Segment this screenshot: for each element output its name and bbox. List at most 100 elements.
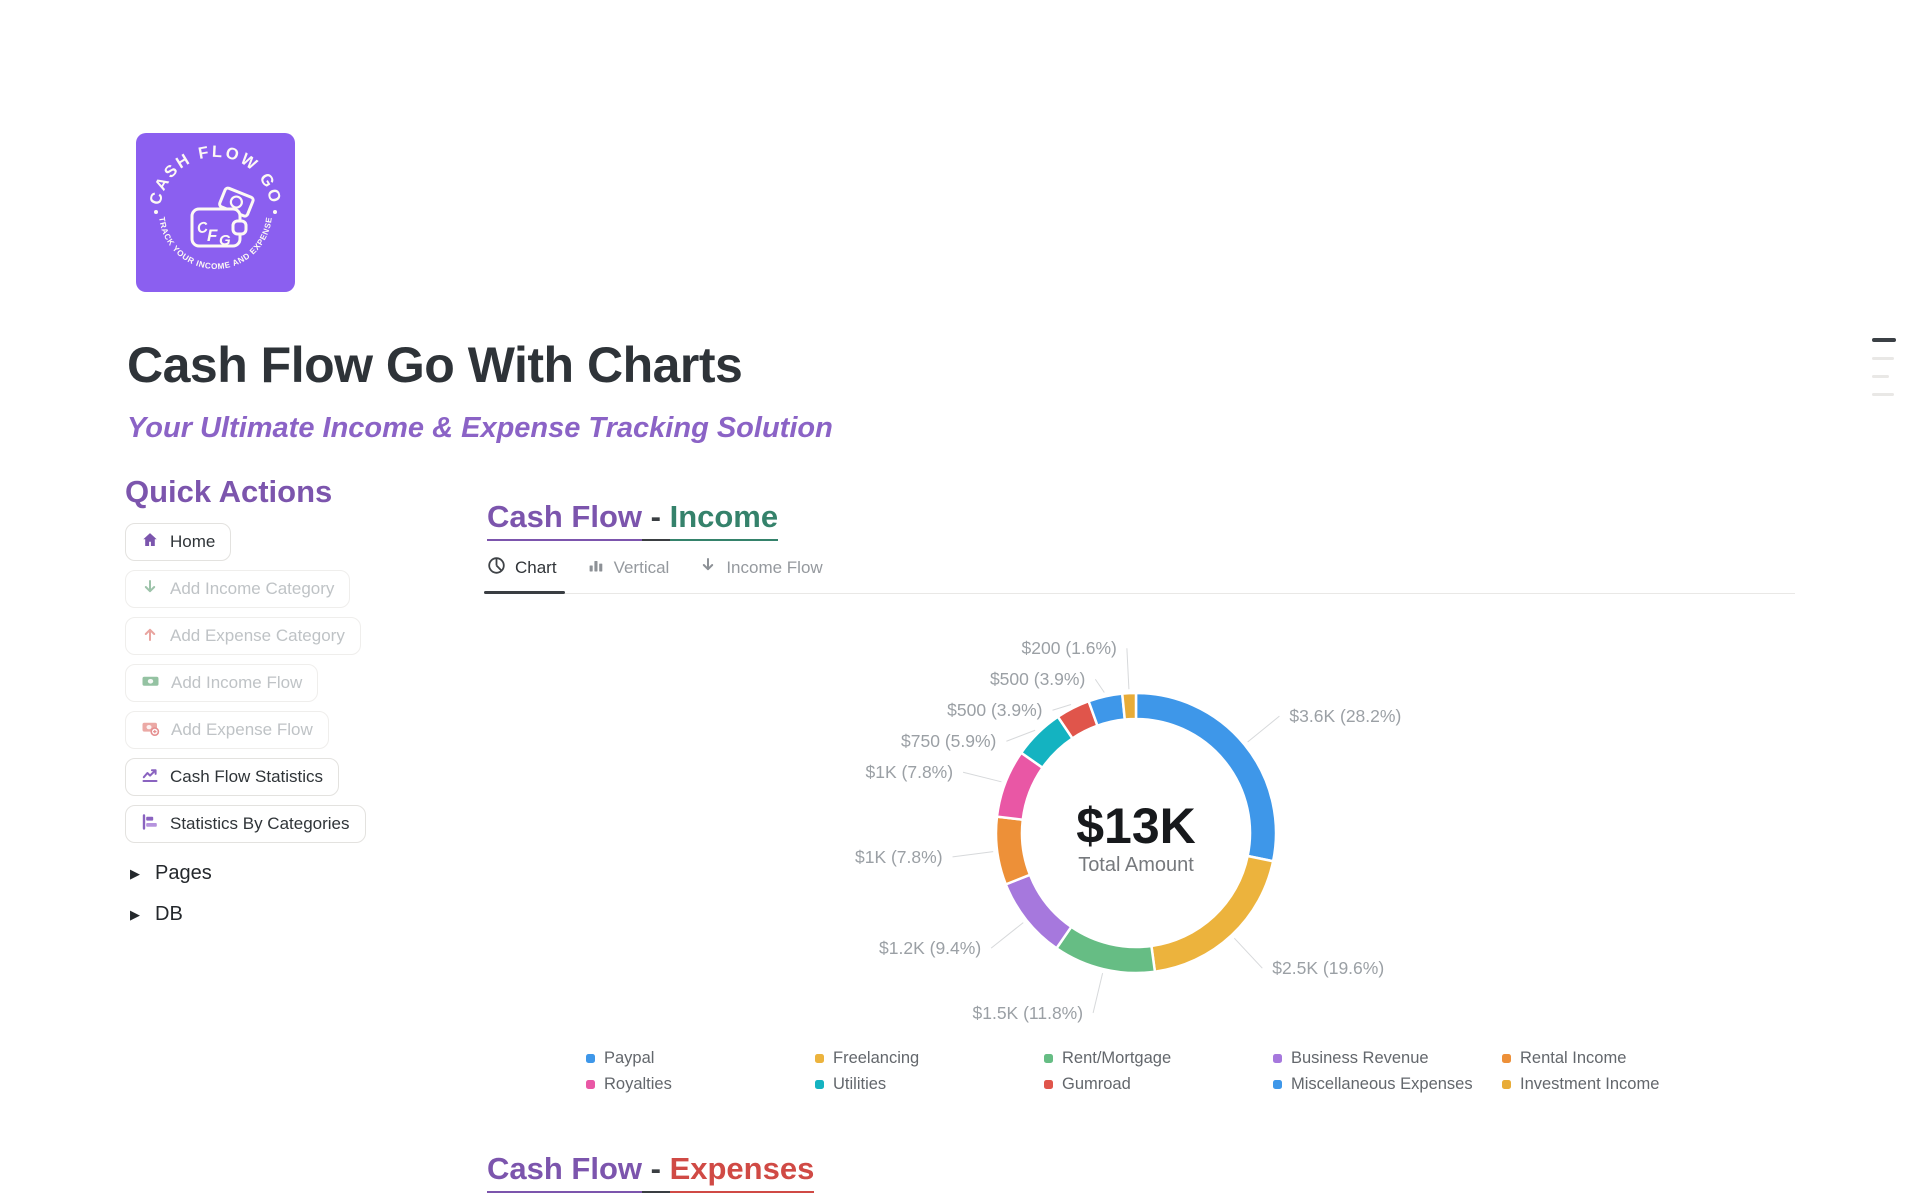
quick-action-label: Cash Flow Statistics — [170, 767, 324, 786]
legend-item-royalties[interactable]: Royalties — [586, 1074, 815, 1095]
toggle-label: Pages — [155, 861, 212, 884]
main-content: Cash Flow - Income Chart Vertical Income F… — [484, 497, 1795, 1193]
legend-label: Rent/Mortgage — [1062, 1048, 1172, 1067]
logo-arc-top-text: CASH FLOW GO — [146, 143, 282, 207]
donut-segment-business-revenue[interactable] — [1004, 873, 1074, 950]
wallet-icon — [190, 186, 255, 248]
quick-action-home-button[interactable]: Home — [125, 523, 232, 561]
page-title: Cash Flow Go With Charts — [127, 337, 743, 393]
legend-color-dot — [1273, 1079, 1282, 1089]
heading-cash-flow-link[interactable]: Cash Flow — [487, 499, 643, 541]
toc-item[interactable] — [1872, 357, 1894, 360]
quick-action-add-income-category-button[interactable]: Add Income Category — [125, 570, 351, 608]
legend-label: Miscellaneous Expenses — [1291, 1074, 1473, 1093]
page-toggles: ▶ Pages ▶ DB — [130, 856, 212, 938]
donut-label-leader-line — [962, 771, 1002, 783]
legend-item-gumroad[interactable]: Gumroad — [1044, 1074, 1273, 1095]
toggle-pages[interactable]: ▶ Pages — [130, 856, 212, 890]
toc-item[interactable] — [1872, 338, 1896, 342]
donut-center-value: $13K — [1076, 798, 1196, 854]
svg-text:C: C — [196, 219, 211, 238]
heading-separator: - — [642, 499, 670, 541]
svg-text:F: F — [207, 226, 218, 245]
toggle-triangle-icon[interactable]: ▶ — [130, 865, 140, 881]
donut-value-label: $1.5K (11.8%) — [973, 1003, 1084, 1023]
quick-action-add-expense-flow-button[interactable]: Add Expense Flow — [125, 711, 329, 749]
legend-item-freelancing[interactable]: Freelancing — [815, 1048, 1044, 1069]
donut-label-leader-line — [1126, 648, 1130, 690]
legend-item-business-revenue[interactable]: Business Revenue — [1273, 1048, 1502, 1069]
donut-label-leader-line — [1233, 937, 1263, 969]
legend-label: Paypal — [604, 1048, 655, 1067]
expenses-section-heading: Cash Flow - Expenses — [487, 1149, 1795, 1193]
heading-expenses-link[interactable]: Expenses — [669, 1150, 815, 1193]
legend-item-rental-income[interactable]: Rental Income — [1502, 1048, 1731, 1069]
svg-text:CASH FLOW GO: CASH FLOW GO — [146, 143, 284, 207]
heading-cash-flow-link[interactable]: Cash Flow — [487, 1150, 643, 1193]
heading-income-link[interactable]: Income — [669, 499, 779, 541]
legend-color-dot — [815, 1079, 824, 1089]
legend-label: Investment Income — [1520, 1074, 1660, 1093]
donut-value-label: $1K (7.8%) — [866, 762, 954, 782]
legend-item-investment-income[interactable]: Investment Income — [1502, 1074, 1731, 1095]
pie-chart-icon — [487, 556, 506, 580]
table-of-contents-indicator[interactable] — [1872, 338, 1896, 411]
legend-label: Royalties — [604, 1074, 672, 1093]
quick-action-label: Add Expense Flow — [171, 720, 313, 739]
quick-action-add-income-flow-button[interactable]: Add Income Flow — [125, 664, 319, 702]
toc-item[interactable] — [1872, 375, 1889, 378]
donut-label-leader-line — [1094, 678, 1105, 693]
quick-action-cash-flow-statistics-button[interactable]: Cash Flow Statistics — [125, 758, 340, 796]
donut-center-label: Total Amount — [1078, 854, 1194, 876]
tab-label: Income Flow — [726, 557, 823, 577]
legend-label: Utilities — [833, 1074, 887, 1093]
arrow-down-icon — [699, 556, 717, 579]
donut-label-leader-line — [1052, 703, 1072, 711]
legend-label: Business Revenue — [1291, 1048, 1429, 1067]
quick-action-label: Add Income Flow — [171, 673, 303, 692]
legend-color-dot — [586, 1053, 595, 1063]
quick-action-label: Home — [170, 532, 216, 551]
donut-segment-investment-income[interactable] — [1120, 691, 1138, 721]
quick-action-add-expense-category-button[interactable]: Add Expense Category — [125, 617, 361, 655]
donut-value-label: $500 (3.9%) — [947, 700, 1042, 720]
legend-item-miscellaneous-expenses[interactable]: Miscellaneous Expenses — [1273, 1074, 1502, 1095]
legend-color-dot — [1044, 1053, 1053, 1063]
toc-item[interactable] — [1872, 393, 1894, 396]
quick-actions-list: Home Add Income Category Add Expense Categ… — [125, 523, 366, 843]
donut-label-leader-line — [990, 922, 1024, 949]
donut-label-leader-line — [1247, 715, 1280, 743]
legend-color-dot — [1502, 1079, 1511, 1089]
donut-value-label: $1.2K (9.4%) — [879, 938, 981, 958]
app-logo: CASH FLOW GO TRACK YOUR INCOME AND EXPEN… — [136, 133, 295, 292]
income-view-tabs: Chart Vertical Income Flow — [484, 547, 1795, 594]
legend-item-rent-mortgage[interactable]: Rent/Mortgage — [1044, 1048, 1273, 1069]
legend-color-dot — [1273, 1053, 1282, 1063]
heading-separator: - — [642, 1150, 670, 1193]
donut-value-label: $3.6K (28.2%) — [1289, 706, 1401, 726]
quick-actions-heading: Quick Actions — [125, 474, 333, 509]
bar-chart-horizontal-icon — [141, 813, 159, 836]
home-icon — [141, 531, 159, 554]
legend-color-dot — [1502, 1053, 1511, 1063]
donut-label-leader-line — [1092, 972, 1104, 1013]
donut-value-label: $2.5K (19.6%) — [1272, 958, 1384, 978]
tab-vertical[interactable]: Vertical — [587, 556, 670, 593]
legend-item-paypal[interactable]: Paypal — [586, 1048, 815, 1069]
donut-label-leader-line — [1006, 729, 1036, 742]
chart-legend: Paypal Freelancing Rent/Mortgage Business R… — [586, 1048, 1795, 1095]
toggle-triangle-icon[interactable]: ▶ — [130, 906, 140, 922]
legend-item-utilities[interactable]: Utilities — [815, 1074, 1044, 1095]
tab-label: Vertical — [613, 557, 670, 577]
cash-flow-go-logo-icon: CASH FLOW GO TRACK YOUR INCOME AND EXPEN… — [146, 143, 284, 271]
banknote-expense-icon — [141, 719, 160, 742]
tab-income-flow[interactable]: Income Flow — [699, 556, 823, 593]
donut-segment-rent-mortgage[interactable] — [1054, 925, 1157, 975]
tab-chart[interactable]: Chart — [484, 556, 565, 594]
donut-segment-rental-income[interactable] — [994, 815, 1032, 886]
toggle-db[interactable]: ▶ DB — [130, 897, 212, 931]
quick-action-statistics-by-categories-button[interactable]: Statistics By Categories — [125, 805, 366, 843]
legend-color-dot — [1044, 1079, 1053, 1089]
legend-label: Freelancing — [833, 1048, 920, 1067]
toggle-label: DB — [155, 902, 183, 925]
